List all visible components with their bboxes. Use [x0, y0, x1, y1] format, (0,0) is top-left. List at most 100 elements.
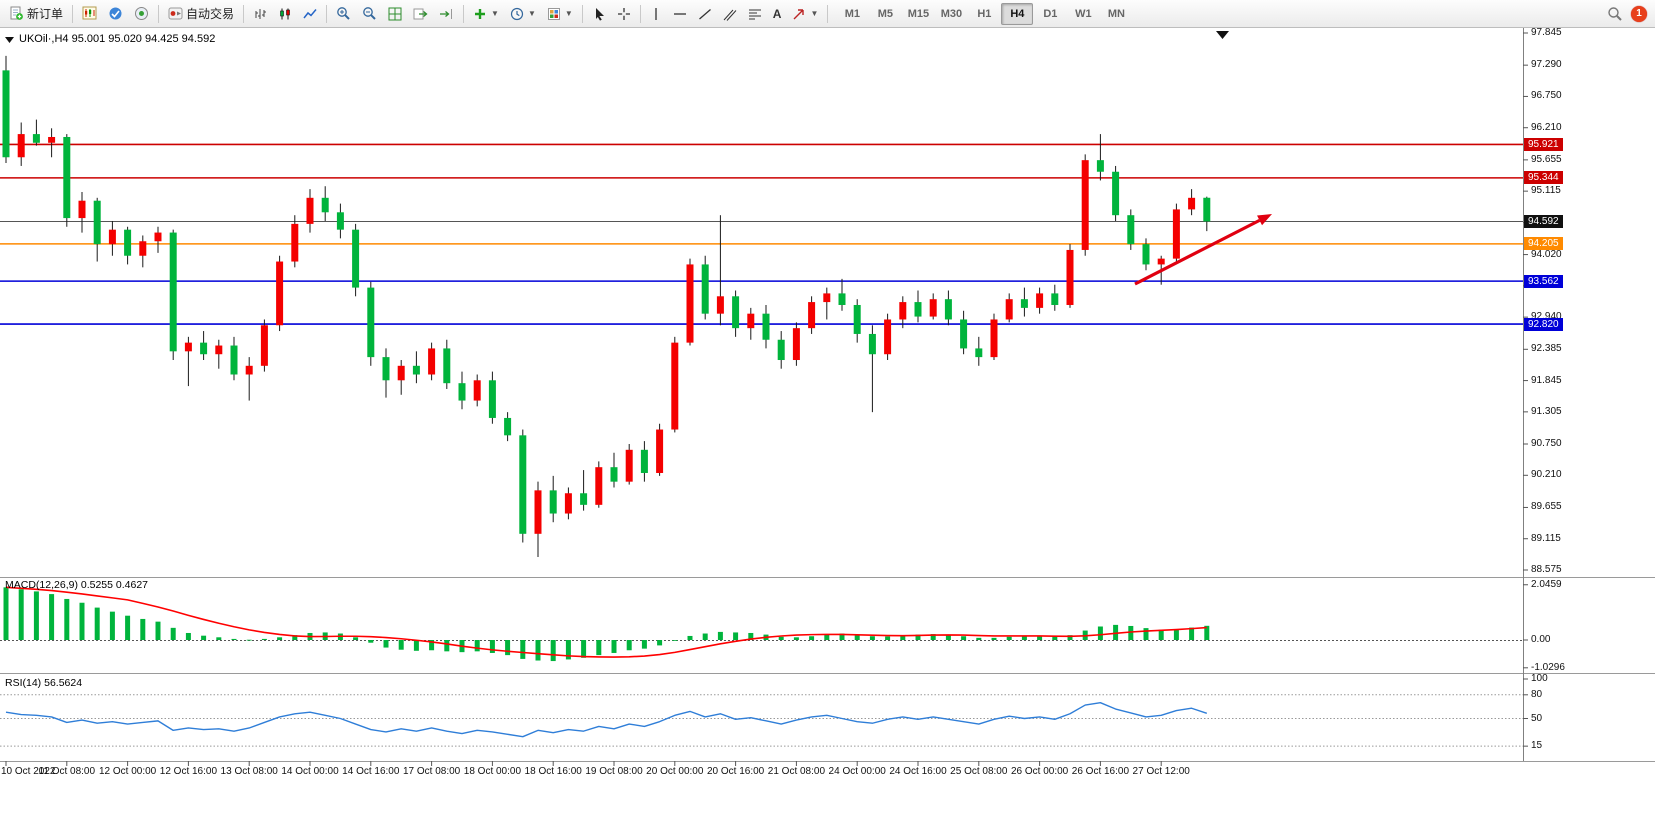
indicators-button[interactable]: ▼ — [468, 2, 504, 26]
macd-histogram-bar — [1189, 627, 1195, 640]
chart-shift-button[interactable] — [434, 2, 459, 26]
candle-body — [17, 134, 25, 158]
text-tool-icon: A — [772, 6, 782, 21]
time-axis-label: 10 Oct 2022 — [1, 766, 56, 777]
price-axis-label: 91.305 — [1531, 405, 1562, 417]
rsi-line — [5, 702, 1208, 738]
trend-arrow-head[interactable] — [1257, 214, 1272, 226]
price-axis-label: 97.290 — [1531, 59, 1562, 71]
chart-shift-marker[interactable] — [1216, 31, 1229, 39]
templates-button[interactable]: ▼ — [542, 2, 578, 26]
horizontal-line-tool[interactable] — [668, 2, 692, 26]
new-order-button[interactable]: 新订单 — [4, 2, 68, 26]
candle-body — [564, 493, 572, 514]
vertical-line-tool[interactable] — [645, 2, 667, 26]
fibonacci-tool[interactable] — [743, 2, 767, 26]
candle-body — [1051, 293, 1059, 305]
price-axis-label: 90.210 — [1531, 469, 1562, 481]
macd-histogram-bar — [353, 637, 359, 640]
auto-scroll-button[interactable] — [408, 2, 433, 26]
candle-body — [367, 287, 375, 358]
time-axis-label: 27 Oct 12:00 — [1132, 766, 1190, 777]
zoom-out-button[interactable] — [357, 2, 382, 26]
chart-area[interactable]: UKOil·,H4 95.001 95.020 94.425 94.592 MA… — [0, 27, 1655, 827]
candlestick-type-button[interactable] — [273, 2, 297, 26]
text-tool[interactable]: A — [768, 2, 787, 26]
symbol-label: UKOil·,H4 — [19, 33, 69, 45]
candle-body — [473, 380, 481, 401]
macd-histogram-bar — [824, 634, 830, 640]
autotrading-label: 自动交易 — [186, 7, 235, 21]
macd-histogram-bar — [885, 636, 891, 640]
macd-histogram-bar — [49, 594, 55, 640]
cursor-button[interactable] — [587, 2, 611, 26]
macd-histogram-bar — [809, 636, 815, 640]
caret-down-icon: ▼ — [810, 9, 819, 18]
candle-body — [154, 232, 162, 242]
timeframe-w1[interactable]: W1 — [1075, 7, 1092, 20]
macd-panel-label: MACD(12,26,9) 0.5255 0.4627 — [5, 579, 148, 591]
tile-windows-button[interactable] — [383, 2, 407, 26]
search-icon[interactable] — [1607, 6, 1623, 22]
macd-histogram-bar — [550, 640, 556, 662]
timeframe-mn[interactable]: MN — [1107, 7, 1125, 20]
candle-body — [762, 313, 770, 340]
equidistant-channel-tool[interactable] — [718, 2, 742, 26]
bar-chart-type-button[interactable] — [248, 2, 272, 26]
profiles-button[interactable] — [103, 2, 128, 26]
price-axis-label: 94.020 — [1531, 248, 1562, 260]
autotrading-button[interactable]: 自动交易 — [163, 2, 239, 26]
trendline-tool[interactable] — [693, 2, 717, 26]
timeframe-group: M1 M5 M15 M30 H1 H4 D1 W1 MN — [836, 2, 1132, 25]
cursor-icon — [595, 7, 604, 21]
candle-body — [1127, 215, 1135, 245]
price-axis-label: 90.750 — [1531, 438, 1562, 449]
time-axis-label: 13 Oct 08:00 — [220, 766, 278, 777]
candle-body — [747, 313, 755, 329]
arrows-tool[interactable]: ▼ — [787, 2, 823, 26]
zoom-out-icon — [363, 7, 376, 20]
trend-arrow-line[interactable] — [1134, 218, 1261, 286]
line-chart-type-button[interactable] — [298, 2, 322, 26]
macd-histogram-bar — [793, 637, 799, 640]
candle-body — [443, 348, 451, 384]
zoom-in-button[interactable] — [331, 2, 356, 26]
macd-histogram-bar — [155, 621, 161, 640]
price-axis-label: 92.385 — [1531, 343, 1562, 355]
timeframe-m15[interactable]: M15 — [907, 7, 930, 20]
macd-histogram-bar — [216, 637, 222, 640]
macd-histogram-bar — [3, 587, 9, 640]
time-axis-label: 24 Oct 16:00 — [889, 766, 947, 777]
macd-histogram-bar — [413, 640, 419, 651]
macd-histogram-bar — [489, 640, 495, 653]
price-axis-label: 95.115 — [1531, 185, 1561, 197]
rsi-panel-label: RSI(14) 56.5624 — [5, 677, 82, 689]
macd-histogram-bar — [930, 634, 936, 640]
timeframe-h4[interactable]: H4 — [1001, 2, 1034, 25]
chart-menu-triangle-icon[interactable] — [5, 37, 14, 43]
data-window-button[interactable] — [129, 2, 154, 26]
periods-button[interactable]: ▼ — [505, 2, 541, 26]
templates-icon — [547, 7, 560, 20]
macd-histogram-bar — [18, 589, 24, 640]
rsi-name: RSI(14) — [5, 677, 42, 689]
timeframe-h1[interactable]: H1 — [977, 7, 992, 20]
trendline-icon — [698, 8, 711, 19]
timeframe-m1[interactable]: M1 — [844, 7, 861, 20]
candle-body — [610, 467, 618, 482]
candle-body — [93, 200, 101, 245]
notification-badge[interactable]: 1 — [1631, 5, 1647, 22]
macd-histogram-bar — [109, 611, 115, 640]
timeframe-d1[interactable]: D1 — [1043, 7, 1058, 20]
timeframe-m5[interactable]: M5 — [877, 7, 894, 20]
candle-body — [458, 383, 466, 401]
candle-body — [1096, 160, 1104, 172]
time-axis-label: 20 Oct 16:00 — [706, 766, 765, 777]
chart-window-button[interactable] — [77, 2, 102, 26]
macd-histogram-bar — [201, 635, 207, 640]
crosshair-button[interactable] — [612, 2, 636, 26]
timeframe-m30[interactable]: M30 — [940, 7, 963, 20]
macd-histogram-bar — [185, 632, 191, 640]
candle-body — [671, 342, 679, 430]
profiles-icon — [109, 7, 122, 20]
